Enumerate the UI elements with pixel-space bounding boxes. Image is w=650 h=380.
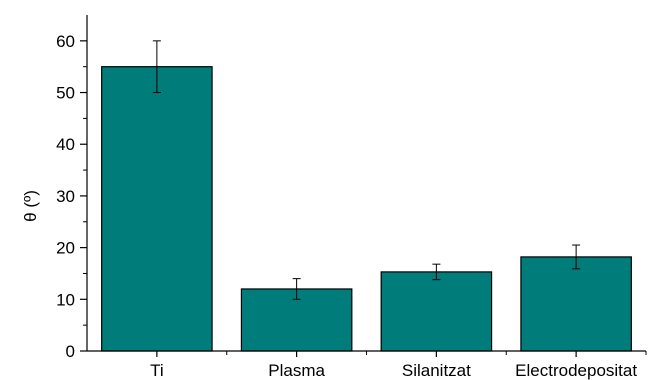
y-tick-label: 0 [66, 342, 75, 361]
y-tick-label: 50 [56, 84, 75, 103]
bar-electrodepositat [520, 256, 632, 352]
x-tick-label: Plasma [268, 361, 325, 380]
y-axis-label: θ (º) [21, 190, 40, 222]
error-bars-group [152, 40, 581, 300]
bars-group [101, 66, 632, 352]
x-tick-label: Silanitzat [402, 361, 471, 380]
y-tick-label: 60 [56, 32, 75, 51]
y-tick-label: 30 [56, 187, 75, 206]
x-tick-label: Electrodepositat [515, 361, 637, 380]
bar-silanitzat [380, 271, 493, 352]
y-tick-label: 20 [56, 239, 75, 258]
x-tick-label: Ti [150, 361, 164, 380]
y-ticks-group: 0 10 20 30 40 50 60 [56, 32, 87, 361]
y-tick-label: 40 [56, 135, 75, 154]
x-ticks-group: Ti Plasma Silanitzat Electrodepositat [150, 351, 647, 380]
bar-ti [101, 66, 213, 352]
y-tick-label: 10 [56, 290, 75, 309]
